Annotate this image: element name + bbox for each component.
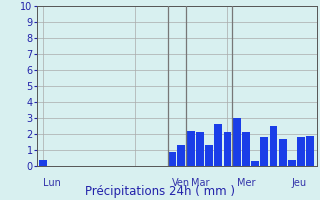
Bar bbox=[251, 161, 259, 166]
Bar bbox=[168, 152, 176, 166]
Bar bbox=[242, 132, 250, 166]
Bar bbox=[39, 160, 47, 166]
Bar bbox=[233, 118, 241, 166]
Bar bbox=[307, 136, 314, 166]
Bar bbox=[260, 137, 268, 166]
Bar bbox=[196, 132, 204, 166]
Bar bbox=[205, 145, 213, 166]
Bar bbox=[178, 145, 185, 166]
Bar bbox=[297, 137, 305, 166]
Text: Précipitations 24h ( mm ): Précipitations 24h ( mm ) bbox=[85, 185, 235, 198]
Text: Lun: Lun bbox=[43, 178, 61, 188]
Bar bbox=[224, 132, 231, 166]
Text: Jeu: Jeu bbox=[292, 178, 307, 188]
Bar bbox=[279, 139, 287, 166]
Bar bbox=[187, 131, 195, 166]
Bar bbox=[288, 160, 296, 166]
Bar bbox=[214, 124, 222, 166]
Text: Mar: Mar bbox=[191, 178, 209, 188]
Text: Mer: Mer bbox=[237, 178, 255, 188]
Bar bbox=[269, 126, 277, 166]
Text: Ven: Ven bbox=[172, 178, 190, 188]
